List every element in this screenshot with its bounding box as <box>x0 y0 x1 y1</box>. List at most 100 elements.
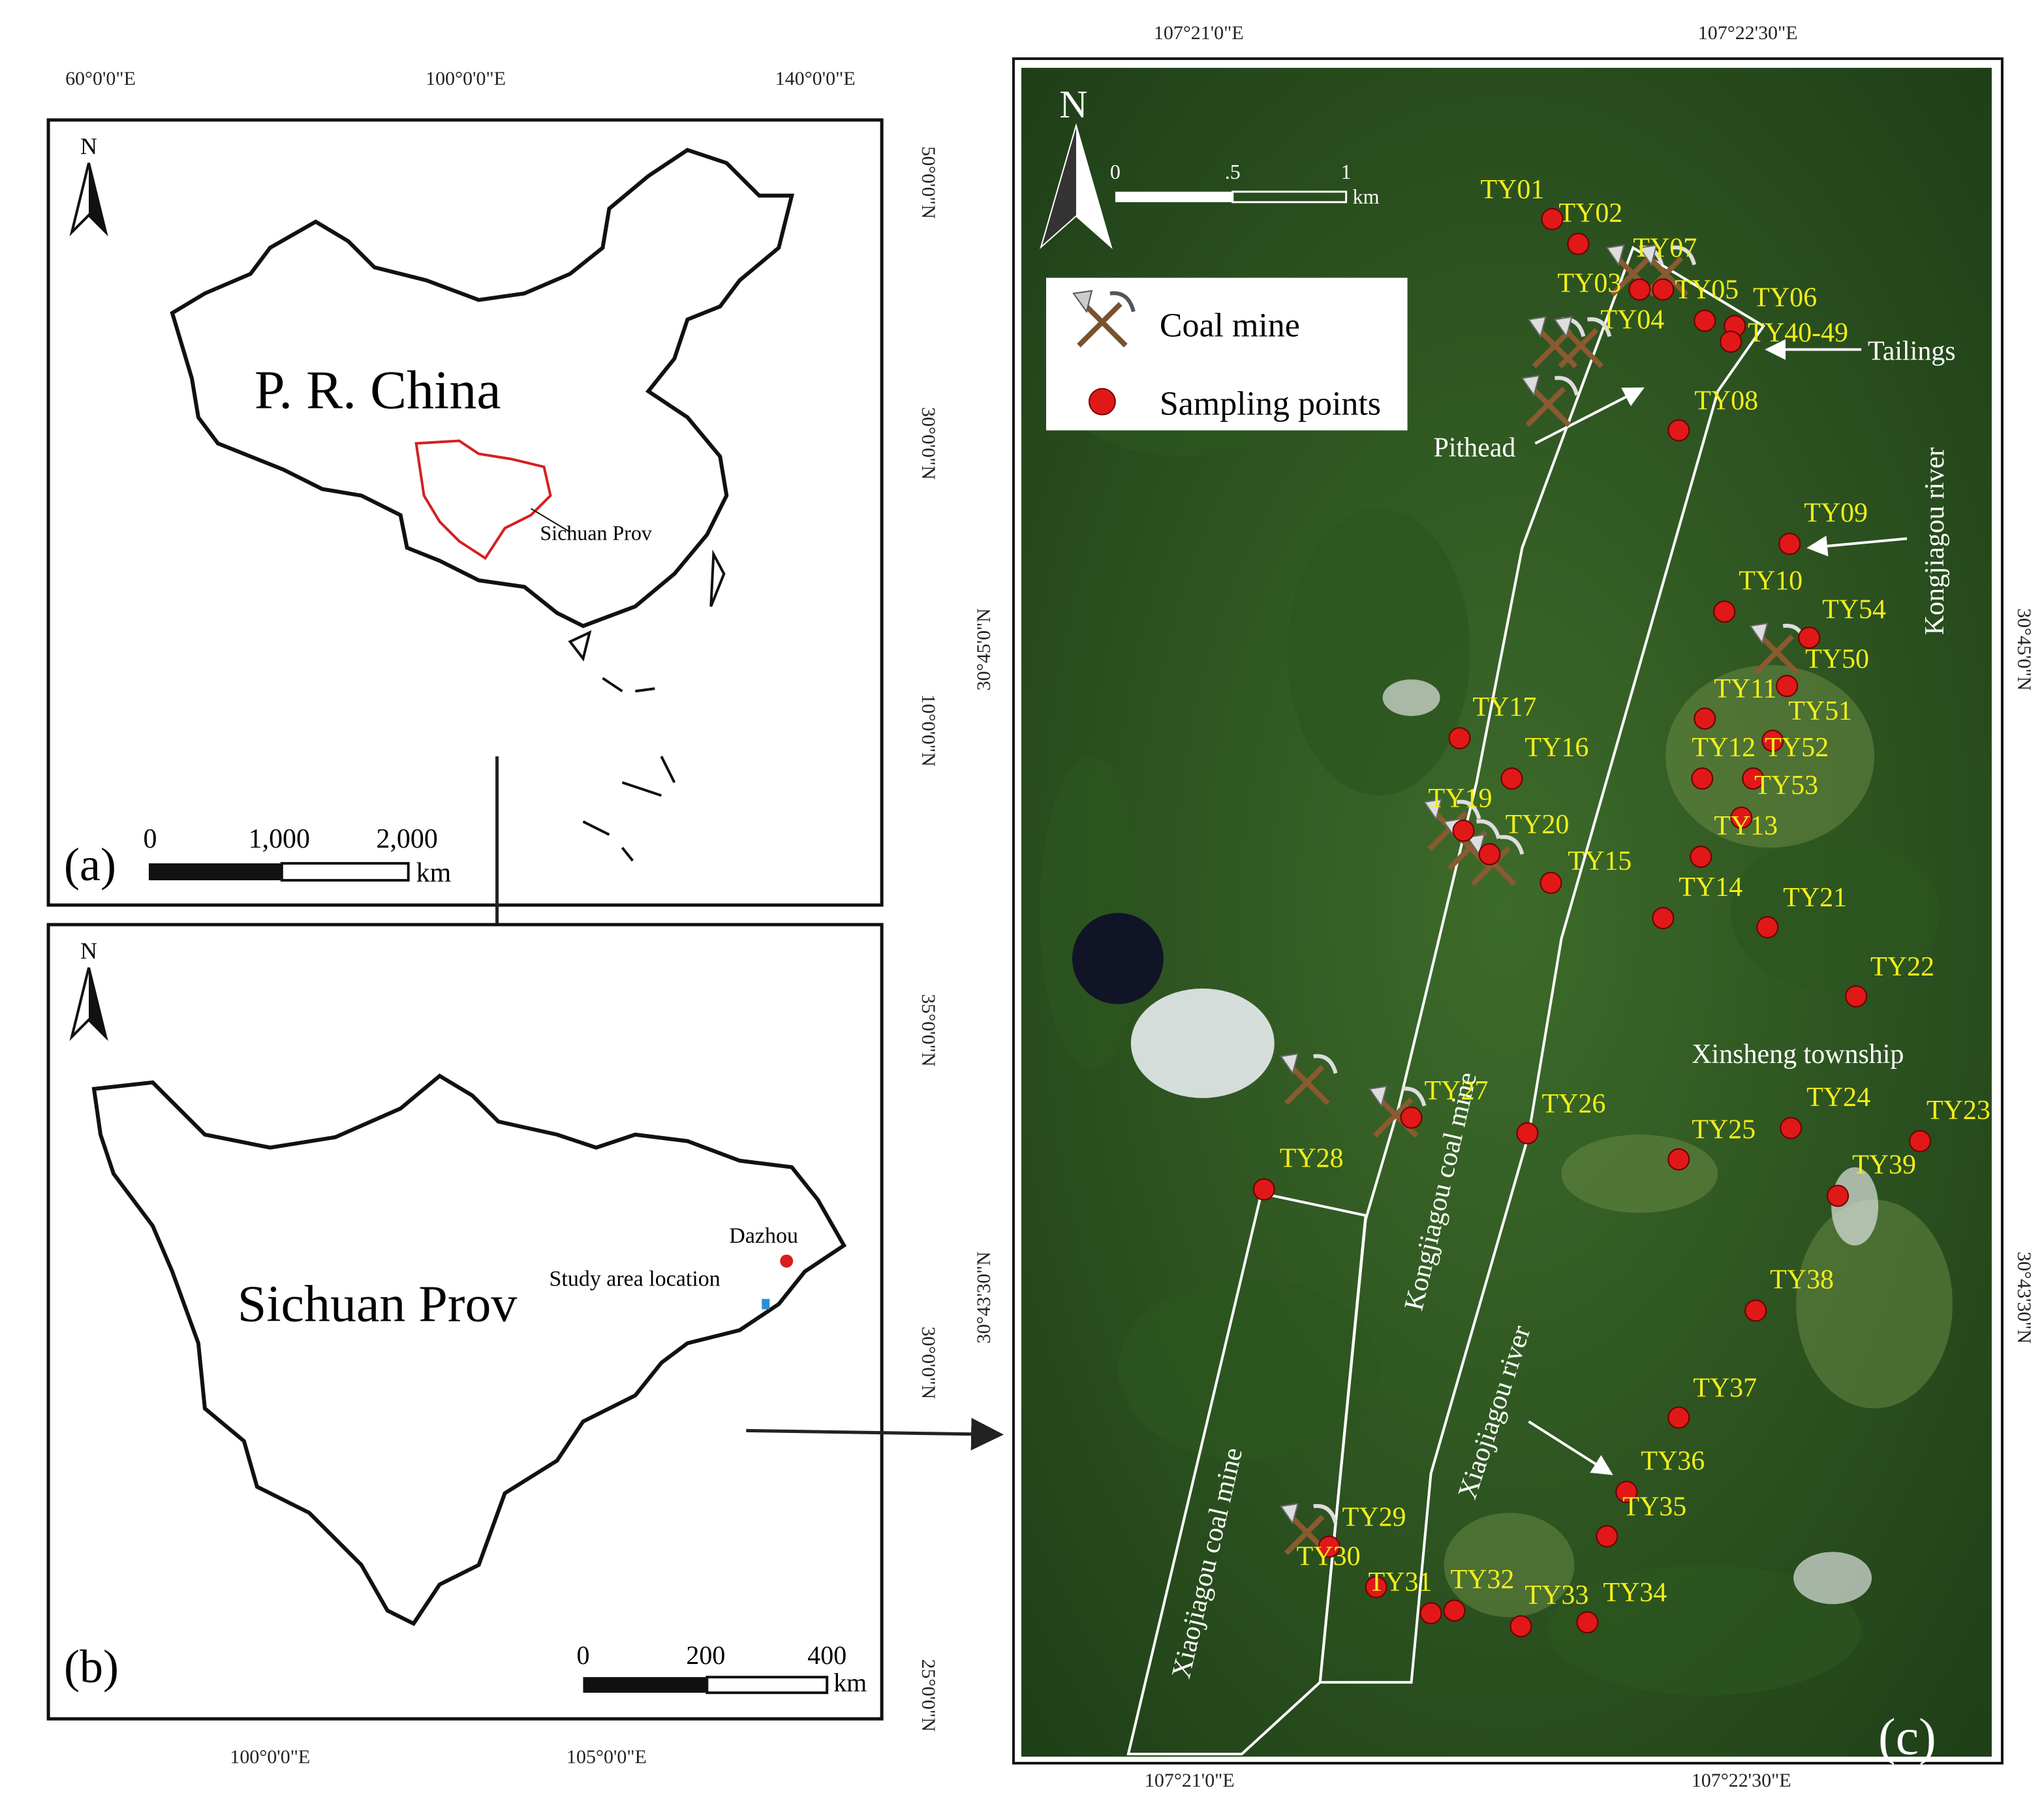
scale-label: 1 <box>1341 161 1352 183</box>
study-area-marker <box>762 1299 770 1310</box>
mine-handle <box>1470 846 1511 886</box>
lon-label: 140°0'0"E <box>775 68 856 89</box>
sampling-point <box>1845 985 1868 1008</box>
sample-label: TY21 <box>1783 883 1847 913</box>
sampling-point <box>1720 330 1742 353</box>
mine-handle <box>1378 1097 1419 1138</box>
islands <box>568 549 726 862</box>
lat-label: 30°45'0"N <box>973 608 995 690</box>
sampling-point <box>1252 1178 1275 1201</box>
sampling-point <box>1365 1576 1387 1599</box>
annotation: Pithead <box>1434 433 1516 463</box>
mine-handle <box>1648 256 1689 297</box>
scale-bar <box>148 863 282 881</box>
mine-pick <box>1457 799 1481 820</box>
mine-pick <box>1587 317 1612 337</box>
sampling-point <box>1576 1611 1599 1634</box>
mine-pick <box>1313 1054 1338 1074</box>
mine-shovel <box>1749 623 1769 645</box>
mine-handle <box>1558 328 1599 369</box>
mine-handle <box>1532 328 1573 369</box>
sample-label: TY28 <box>1280 1144 1344 1174</box>
scale-label: 400 <box>807 1640 846 1670</box>
lon-label: 100°0'0"E <box>230 1746 310 1768</box>
sample-label: TY31 <box>1369 1567 1432 1597</box>
sample-label: TY10 <box>1739 566 1803 596</box>
sample-label: TY34 <box>1603 1578 1667 1608</box>
scale-bar <box>280 862 410 882</box>
sampling-point <box>1780 1116 1803 1139</box>
sample-label: TY26 <box>1541 1089 1605 1119</box>
country-label: P. R. China <box>255 360 501 421</box>
sample-label: TY08 <box>1694 386 1758 416</box>
scale-label: 0 <box>1110 161 1121 183</box>
mine-pick <box>1671 245 1697 266</box>
mine-handle <box>1525 386 1566 427</box>
sample-label: TY30 <box>1297 1541 1361 1571</box>
sample-label: TY27 <box>1425 1076 1489 1106</box>
sample-label: TY14 <box>1679 872 1742 902</box>
sampling-point <box>1778 532 1801 555</box>
mine-boundaries <box>1126 245 1766 1756</box>
scale-bar <box>1231 191 1348 204</box>
panel-a: 60°0'0"E 100°0'0"E 140°0'0"E 50°0'0"N 30… <box>46 68 939 907</box>
sample-label: TY25 <box>1692 1115 1756 1145</box>
sample-label: TY11 <box>1714 674 1776 704</box>
lon-label: 60°0'0"E <box>65 68 136 89</box>
mine-shovel <box>1553 316 1573 338</box>
legend-mine-icon <box>1072 290 1136 348</box>
sampling-point <box>1694 309 1716 332</box>
lat-label: 25°0'0"N <box>918 1659 939 1732</box>
north-label: N <box>80 133 97 159</box>
scale-label: .5 <box>1225 161 1241 183</box>
mine-handle <box>1372 1097 1414 1138</box>
sample-label: TY20 <box>1505 810 1569 840</box>
dazhou-marker <box>780 1254 794 1268</box>
sample-label: TY15 <box>1568 846 1632 876</box>
sample-label: TY02 <box>1558 198 1622 228</box>
sampling-point <box>1713 600 1736 623</box>
mine-pick <box>1500 835 1525 855</box>
sampling-point <box>1776 675 1799 698</box>
cloud <box>1382 679 1440 716</box>
sampling-point <box>1510 1615 1532 1638</box>
sample-label: TY54 <box>1822 594 1886 624</box>
coal-mine-icon <box>1368 1085 1427 1138</box>
annotation: Xinsheng township <box>1692 1039 1904 1070</box>
sample-label: TY40-49 <box>1748 318 1848 348</box>
lon-label: 105°0'0"E <box>566 1746 647 1768</box>
mine-shovel <box>1521 375 1540 397</box>
scale-label: 200 <box>686 1640 725 1670</box>
scale-label: 0 <box>576 1640 589 1670</box>
sample-label: TY32 <box>1451 1565 1515 1595</box>
lon-label: 107°22'30"E <box>1692 1770 1791 1791</box>
sampling-point <box>1798 626 1821 649</box>
coal-mine-icon <box>1521 375 1579 427</box>
sampling-point <box>1540 872 1562 895</box>
north-label: N <box>1059 83 1087 126</box>
sampling-point <box>1756 916 1779 938</box>
sample-label: TY07 <box>1633 234 1697 264</box>
sampling-point <box>1694 707 1716 730</box>
lon-label: 107°21'0"E <box>1145 1770 1235 1791</box>
sample-label: TY52 <box>1765 733 1829 763</box>
mine-handle <box>1563 328 1604 369</box>
sampling-point <box>1448 727 1471 750</box>
legend-sample-marker <box>1088 388 1116 416</box>
sampling-point <box>1478 843 1501 866</box>
mine-handle <box>1643 256 1684 297</box>
panel-c: N 0 .5 1 km Coal mine Sampling points Pi… <box>973 22 2035 1791</box>
sample-label: TY01 <box>1480 175 1544 205</box>
sample-label: TY06 <box>1753 283 1817 313</box>
coal-mine-icon <box>1553 316 1612 369</box>
sampling-point <box>1667 1406 1690 1429</box>
sampling-point <box>1909 1130 1931 1152</box>
mine-shovel <box>1279 1503 1299 1525</box>
sample-label: TY23 <box>1927 1096 1990 1126</box>
sampling-point <box>1419 1602 1442 1625</box>
sample-label: TY33 <box>1525 1580 1588 1610</box>
sample-label: TY12 <box>1692 733 1756 763</box>
coal-mine-icon <box>1638 244 1697 297</box>
sample-label: TY24 <box>1806 1083 1870 1113</box>
